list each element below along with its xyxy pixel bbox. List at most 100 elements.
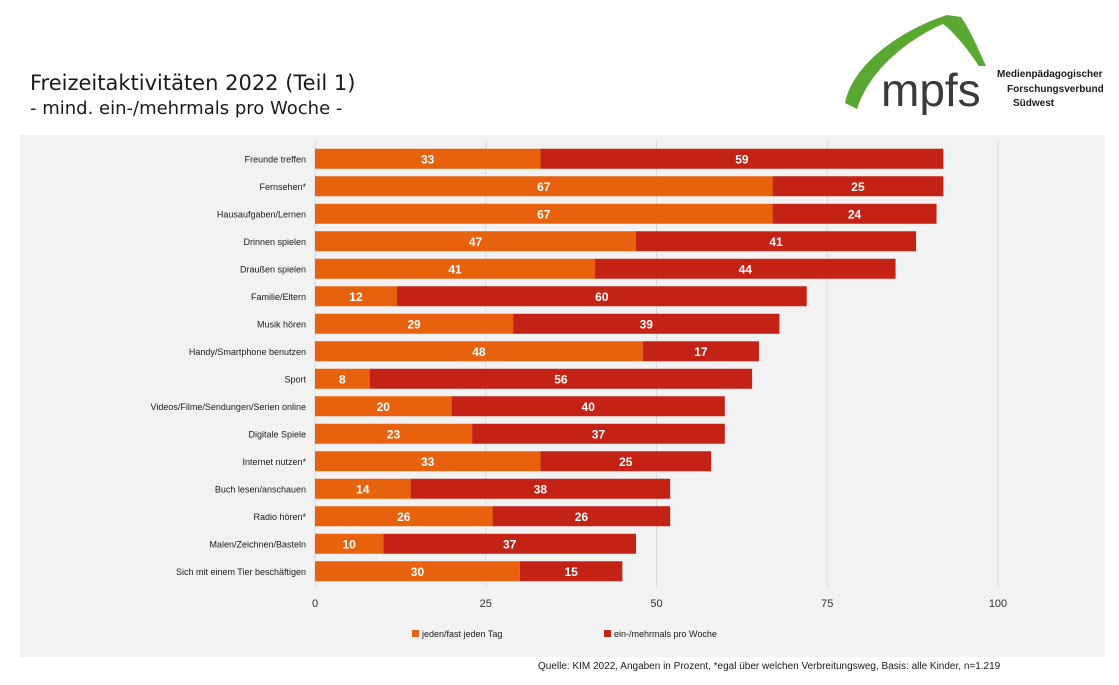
bar-segment [315,478,411,499]
category-label: Videos/Filme/Sendungen/Serien online [151,402,306,412]
bar-segment [315,341,643,362]
data-label: 40 [582,400,596,414]
bar-segment [595,258,896,279]
logo-line-3: Südwest [1013,98,1055,109]
data-label: 33 [421,455,435,469]
data-label: 33 [421,152,435,166]
category-label: Radio hören* [253,512,306,522]
x-tick-label: 50 [650,598,662,610]
bar-chart: Freunde treffen 33 59 Fernsehen* 67 25 Hausauf… [151,141,1007,639]
category-label: Freunde treffen [245,154,306,164]
data-label: 25 [851,180,865,194]
category-label: Hausaufgaben/Lernen [217,209,306,219]
bar-segment [519,561,623,582]
logo-line-2: Forschungsverbund [1007,84,1104,95]
bar-segment [315,396,452,417]
bar-segment [315,368,370,389]
category-label: Buch lesen/anschauen [215,484,306,494]
bar-segment [451,396,725,417]
category-label: Draußen spielen [240,264,306,274]
data-label: 37 [592,427,606,441]
data-label: 15 [564,565,578,579]
category-label: Handy/Smartphone benutzen [189,347,306,357]
legend-label: jeden/fast jeden Tag [421,629,502,639]
data-label: 25 [619,455,633,469]
chart-panel: Freunde treffen 33 59 Fernsehen* 67 25 Hausauf… [20,135,1105,657]
bar-segment [315,451,541,472]
bar-segment [315,148,541,169]
bar-segment [772,203,937,224]
data-label: 39 [640,317,654,331]
data-label: 67 [537,207,551,221]
legend-swatch [604,630,611,637]
data-label: 44 [739,262,753,276]
data-label: 8 [339,372,346,386]
data-label: 67 [537,180,551,194]
x-tick-label: 25 [480,598,492,610]
data-label: 30 [411,565,425,579]
data-label: 59 [735,152,749,166]
chart-subtitle: - mind. ein-/mehrmals pro Woche - [30,98,343,119]
logo-roof-graphic: mpfs [845,15,986,115]
logo-roof-arc [845,15,986,109]
bar-segment [636,231,917,252]
data-label: 48 [472,345,486,359]
data-label: 17 [694,345,708,359]
category-label: Malen/Zeichnen/Basteln [209,539,306,549]
data-label: 26 [575,510,589,524]
bar-segment [642,341,759,362]
bar-segment [315,423,473,444]
bar-segment [315,506,493,527]
data-label: 41 [769,235,783,249]
bar-segment [472,423,725,444]
bar-segment [540,148,944,169]
bar-segment [396,286,807,307]
category-label: Sich mit einem Tier beschäftigen [176,567,306,577]
bar-segment [772,176,944,197]
bar-segment [540,451,712,472]
category-label: Internet nutzen* [242,457,306,467]
data-label: 37 [503,537,517,551]
x-tick-label: 100 [989,598,1007,610]
bar-segment [315,313,514,334]
category-label: Digitale Spiele [248,429,306,439]
data-label: 38 [534,482,548,496]
data-label: 14 [356,482,370,496]
data-label: 20 [377,400,391,414]
data-label: 26 [397,510,411,524]
data-label: 56 [554,372,568,386]
category-label: Drinnen spielen [243,237,306,247]
mpfs-logo: mpfs Medienpädagogischer Forschungsverbu… [843,11,1109,115]
bar-segment [315,231,637,252]
data-label: 24 [848,207,862,221]
bar-segment [410,478,671,499]
source-note: Quelle: KIM 2022, Angaben in Prozent, *e… [538,661,1001,672]
bar-segment [383,533,637,554]
bar-segment [315,258,596,279]
category-label: Musik hören [257,319,306,329]
data-label: 10 [342,537,356,551]
bar-segment [315,561,520,582]
category-label: Sport [284,374,306,384]
data-label: 12 [349,290,363,304]
x-tick-label: 0 [312,598,318,610]
data-label: 60 [595,290,609,304]
legend-swatch [412,630,419,637]
legend-label: ein-/mehrmals pro Woche [614,629,717,639]
bar-segment [315,286,397,307]
data-label: 41 [448,262,462,276]
logo-wordmark: mpfs [881,64,981,115]
x-tick-label: 75 [821,598,833,610]
bar-segment [369,368,753,389]
category-label: Familie/Eltern [251,292,306,302]
category-label: Fernsehen* [259,182,306,192]
bar-segment [513,313,780,334]
data-label: 29 [407,317,421,331]
logo-line-1: Medienpädagogischer [997,69,1103,80]
bar-segment [492,506,671,527]
bar-segment [315,533,384,554]
bar-segment [315,203,773,224]
data-label: 47 [469,235,483,249]
chart-title: Freizeitaktivitäten 2022 (Teil 1) [30,71,356,95]
bar-segment [315,176,773,197]
